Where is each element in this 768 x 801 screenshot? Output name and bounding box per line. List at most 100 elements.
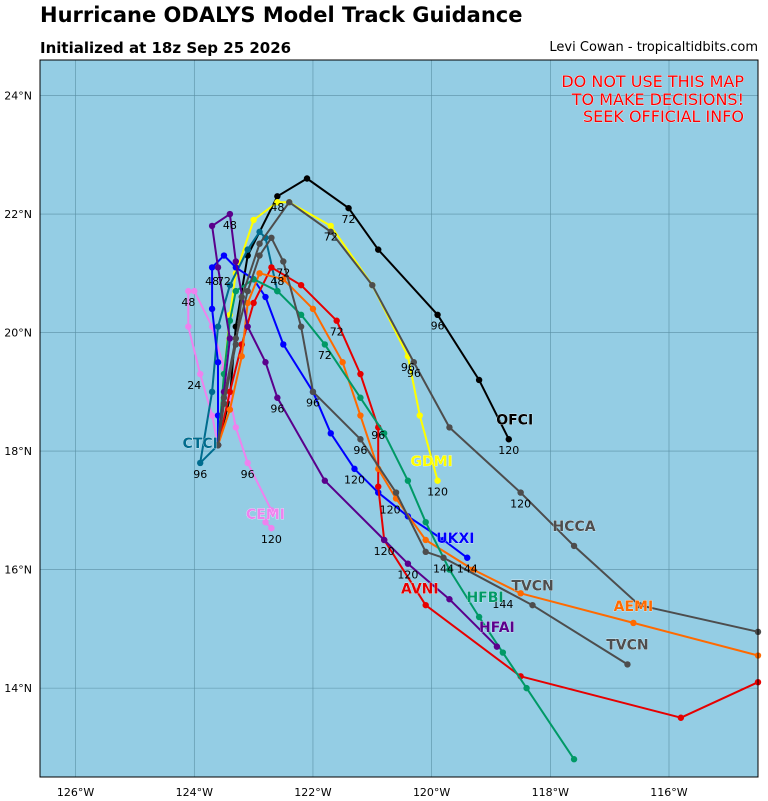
model-name-hfbi: HFBI xyxy=(466,590,503,606)
track-point xyxy=(274,394,281,401)
forecast-hour-label: 72 xyxy=(276,266,290,279)
forecast-hour-label: 120 xyxy=(427,486,448,499)
axis-tick-labels: 126°W 124°W 122°W 120°W 118°W 116°W 14°N 16°N 18… xyxy=(4,90,688,799)
track-point xyxy=(624,661,631,668)
forecast-hour-label: 48 xyxy=(270,275,284,288)
track-point xyxy=(185,287,192,295)
forecast-hour-label: 120 xyxy=(510,497,531,510)
track-point xyxy=(256,252,263,259)
y-tick-label: 20°N xyxy=(4,327,32,340)
track-point xyxy=(256,240,263,247)
plot-frame xyxy=(39,59,759,778)
track-point xyxy=(375,483,382,490)
track-point xyxy=(226,317,234,324)
forecast-hour-label: 144 xyxy=(457,563,478,576)
track-point xyxy=(357,394,364,401)
warning-line-1: DO NOT USE THIS MAP xyxy=(561,72,744,91)
track-point xyxy=(351,465,358,473)
track-line xyxy=(217,272,759,657)
credit-text: Levi Cowan - tropicaltidbits.com xyxy=(549,40,758,55)
track-point xyxy=(214,441,222,449)
forecast-hour-label: 72 xyxy=(318,349,332,362)
forecast-hour-label: 120 xyxy=(380,503,401,516)
forecast-hour-label: 96 xyxy=(371,429,385,442)
track-point xyxy=(232,258,240,265)
track-point xyxy=(475,613,483,621)
forecast-hour-labels: 4872961207296120244896120964872961201444… xyxy=(181,201,531,611)
track-point xyxy=(446,596,453,603)
track-point xyxy=(262,359,269,366)
track-point xyxy=(327,430,334,437)
x-tick-label: 124°W xyxy=(176,786,213,799)
track-point xyxy=(321,477,329,484)
track-point xyxy=(280,258,287,265)
track-point xyxy=(529,601,536,609)
forecast-hour-label: 120 xyxy=(397,568,418,581)
track-point xyxy=(256,228,263,236)
forecast-hour-label: 72 xyxy=(330,326,344,339)
forecast-hour-label: 96 xyxy=(241,468,255,481)
x-tick-label: 126°W xyxy=(57,786,94,799)
track-point xyxy=(297,281,305,289)
track-point xyxy=(464,554,471,561)
track-point xyxy=(232,287,240,295)
track-point xyxy=(303,175,311,182)
forecast-hour-label: 24 xyxy=(187,379,201,392)
track-point xyxy=(499,649,507,656)
forecast-hour-label: 48 xyxy=(181,296,195,309)
forecast-hour-label: 96 xyxy=(270,403,284,416)
track-line xyxy=(187,290,273,529)
track-point xyxy=(297,311,305,319)
model-name-gdmi: GDMI xyxy=(411,454,453,470)
track-point xyxy=(636,601,643,609)
track-point xyxy=(416,412,423,419)
forecast-hour-label: 144 xyxy=(492,598,513,611)
track-point xyxy=(440,536,447,544)
track-point xyxy=(523,684,530,692)
forecast-hour-label: 96 xyxy=(401,361,415,374)
forecast-hour-label: 72 xyxy=(342,213,356,226)
forecast-hour-label: 144 xyxy=(433,563,454,576)
track-point xyxy=(422,518,429,526)
grid-lines xyxy=(40,60,758,777)
track-point xyxy=(297,323,305,330)
track-point xyxy=(392,489,400,496)
track-point xyxy=(262,518,269,526)
track-point xyxy=(220,394,228,401)
forecast-hour-label: 96 xyxy=(353,444,367,457)
track-point xyxy=(286,199,293,206)
forecast-hour-label: 72 xyxy=(217,275,231,288)
y-tick-label: 24°N xyxy=(4,90,32,103)
track-point xyxy=(475,376,483,384)
warning-box: DO NOT USE THIS MAP TO MAKE DECISIONS! S… xyxy=(561,72,745,127)
track-point xyxy=(274,287,281,295)
track-point xyxy=(185,323,192,330)
track-point xyxy=(226,406,234,413)
track-point xyxy=(244,459,251,467)
track-point xyxy=(208,388,216,396)
track-hfbi xyxy=(214,276,578,763)
forecast-hour-label: 48 xyxy=(205,275,219,288)
model-name-tvcn: TVCN xyxy=(511,578,553,594)
track-point xyxy=(339,359,346,366)
track-point xyxy=(380,430,388,437)
forecast-hour-label: 120 xyxy=(374,545,395,558)
track-point xyxy=(280,276,287,283)
track-point xyxy=(244,323,251,330)
track-point xyxy=(357,370,364,378)
warning-line-3: SEEK OFFICIAL INFO xyxy=(583,107,744,126)
track-point xyxy=(422,548,429,556)
track-point xyxy=(422,536,429,544)
track-point xyxy=(469,566,477,573)
track-point xyxy=(434,311,441,319)
model-name-labels: OFCI GDMI CEMI CTCI UKXI AVNI AEMI HFBI HFAI HCCA… xyxy=(182,412,653,654)
model-name-ofci: OFCI xyxy=(496,412,533,428)
model-name-cemi: CEMI xyxy=(246,507,285,523)
track-point xyxy=(226,210,234,218)
track-point xyxy=(369,281,376,289)
track-point xyxy=(505,436,512,443)
y-tick-label: 14°N xyxy=(4,682,32,695)
track-point xyxy=(434,477,441,484)
track-point xyxy=(268,234,275,241)
